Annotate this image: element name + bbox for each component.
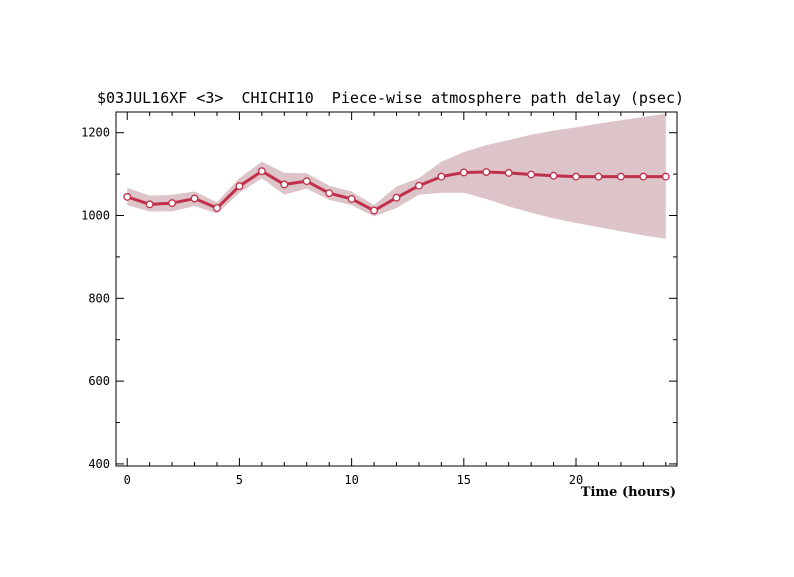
y-tick-label: 600: [88, 374, 110, 388]
x-tick-label: 20: [569, 473, 583, 487]
data-point: [347, 194, 356, 203]
y-tick-label: 800: [88, 291, 110, 305]
data-point: [257, 167, 266, 176]
data-point: [302, 177, 311, 186]
data-point: [414, 181, 423, 190]
x-axis-label: Time (hours): [581, 485, 676, 500]
data-point: [661, 172, 670, 181]
data-point: [459, 168, 468, 177]
y-tick-label: 1000: [81, 209, 110, 223]
data-point: [213, 204, 221, 213]
data-point-layer: [123, 167, 670, 215]
y-tick-label: 400: [88, 457, 110, 471]
axis-ticks: [116, 112, 677, 466]
data-point: [616, 172, 625, 181]
y-tick-label: 1200: [81, 126, 110, 140]
data-point: [437, 172, 446, 181]
data-point: [168, 199, 177, 208]
data-point: [123, 192, 132, 201]
data-point: [549, 171, 558, 180]
data-point: [235, 182, 244, 191]
data-point: [504, 168, 513, 177]
data-point: [527, 170, 536, 179]
data-point: [190, 194, 199, 203]
uncertainty-band: [127, 113, 666, 239]
data-point: [572, 172, 580, 181]
x-tick-label: 10: [344, 473, 358, 487]
chart-title: $03JUL16XF <3> CHICHI10 Piece-wise atmos…: [97, 89, 684, 107]
data-point: [145, 200, 154, 209]
x-tick-label: 15: [457, 473, 471, 487]
uncertainty-band-layer: [127, 113, 666, 239]
data-point: [482, 168, 491, 176]
data-point: [280, 180, 289, 189]
axis-tick-labels: 0 5 10 15 20 400 600 800 1000 1200: [81, 126, 583, 487]
data-point: [370, 206, 379, 215]
x-tick-label: 0: [124, 473, 131, 487]
x-tick-label: 5: [236, 473, 243, 487]
data-point: [392, 193, 401, 202]
data-point: [639, 172, 648, 181]
data-point: [325, 189, 334, 198]
data-point: [594, 172, 603, 181]
